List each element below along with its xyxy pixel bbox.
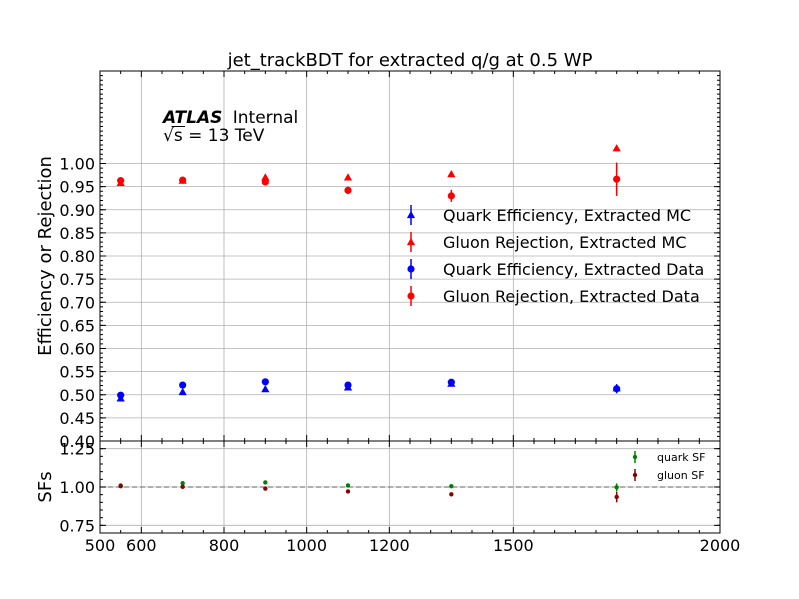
main-y-tick-label: 0.65 — [59, 316, 95, 335]
ratio-y-tick-labels: 0.75 1.00 1.25 — [59, 440, 95, 536]
main-series-point — [117, 177, 125, 185]
ratio-legend-label: gluon SF — [657, 469, 705, 482]
main-y-tick-label: 0.40 — [59, 432, 95, 451]
main-series-point — [178, 387, 187, 396]
main-y-tick-label: 0.60 — [59, 340, 95, 359]
ratio-y-tick-label: 0.75 — [59, 516, 95, 535]
ratio-legend-label: quark SF — [657, 451, 705, 464]
main-series-point — [344, 186, 352, 194]
ratio-y-tick-label: 1.00 — [59, 478, 95, 497]
legend-label: Gluon Rejection, Extracted MC — [443, 233, 687, 252]
main-series-point — [261, 378, 269, 386]
ratio-series-point — [449, 484, 454, 489]
main-y-tick-label: 0.75 — [59, 270, 95, 289]
ratio-legend-marker — [632, 454, 638, 460]
energy-prefix: √s = — [163, 126, 208, 146]
ratio-legend-marker — [632, 472, 638, 478]
ratio-series-point — [345, 489, 351, 494]
x-tick-label: 600 — [126, 536, 157, 555]
chart-title: jet_trackBDT for extracted q/g at 0.5 WP — [227, 50, 593, 71]
main-series-point — [447, 192, 455, 200]
main-y-tick-label: 0.55 — [59, 363, 95, 382]
main-y-tick-label: 0.70 — [59, 293, 95, 312]
main-axis-ticks — [99, 70, 721, 442]
ratio-axis-ticks — [99, 440, 721, 534]
main-y-tick-label: 0.95 — [59, 178, 95, 197]
x-tick-labels: 500 600 800 1000 1200 1500 2000 — [85, 536, 741, 555]
legend-marker — [407, 265, 415, 273]
ratio-series-point — [180, 484, 185, 490]
main-series-point — [447, 378, 455, 386]
ratio-series-point — [449, 492, 454, 497]
legend-marker — [406, 210, 416, 219]
x-tick-label: 500 — [85, 536, 116, 555]
main-series-point — [447, 169, 456, 178]
legend-label: Gluon Rejection, Extracted Data — [443, 287, 700, 306]
x-tick-label: 2000 — [700, 536, 741, 555]
main-y-tick-label: 0.85 — [59, 224, 95, 243]
ratio-y-axis-label: SFs — [35, 471, 56, 502]
ratio-series-point — [118, 484, 123, 489]
ratio-data-series — [118, 480, 619, 503]
main-series-point — [179, 176, 187, 184]
main-series-point — [261, 385, 270, 393]
legend-marker — [407, 292, 415, 300]
main-series-point — [613, 385, 621, 393]
main-series-point — [261, 178, 269, 186]
main-y-tick-label: 0.45 — [59, 409, 95, 428]
ratio-legend: quark SF gluon SF — [632, 451, 705, 482]
ratio-series-point — [180, 480, 185, 486]
main-series-point — [117, 391, 125, 399]
main-series-point — [343, 173, 353, 181]
main-y-tick-label: 0.80 — [59, 247, 95, 266]
main-y-tick-labels: 0.40 0.45 0.50 0.55 0.60 0.65 0.70 0.75 0.80 0.85… — [59, 155, 95, 452]
atlas-label: ATLAS Internal √s = 13 TeV — [161, 108, 298, 146]
main-y-tick-label: 1.00 — [59, 155, 95, 174]
main-y-axis-label: Efficiency or Rejection — [35, 156, 56, 356]
main-series-point — [613, 175, 621, 183]
main-y-tick-label: 0.90 — [59, 201, 95, 220]
main-legend: Quark Efficiency, Extracted MC Gluon Reje… — [406, 205, 704, 306]
main-series-point — [344, 381, 352, 389]
legend-label: Quark Efficiency, Extracted Data — [443, 260, 704, 279]
atlas-status-label: Internal — [233, 108, 299, 128]
ratio-series-point — [345, 483, 351, 488]
ratio-series-point — [263, 486, 268, 491]
main-data-series — [116, 144, 621, 402]
main-series-point — [612, 144, 621, 152]
main-y-tick-label: 0.50 — [59, 386, 95, 405]
ratio-panel: 0.75 1.00 1.25 500 600 800 1000 1200 1500 2000 S… — [35, 440, 740, 555]
ratio-series-point — [614, 485, 619, 490]
atlas-experiment-label: ATLAS — [161, 108, 222, 128]
ratio-y-tick-label: 1.25 — [59, 440, 95, 459]
svg-text:ATLAS Internal: ATLAS Internal — [161, 108, 298, 128]
ratio-series-point — [614, 494, 619, 500]
energy-label: 13 TeV — [208, 126, 265, 146]
x-tick-label: 1200 — [369, 536, 410, 555]
svg-text:√s = 13 TeV: √s = 13 TeV — [163, 126, 265, 146]
main-series-point — [261, 173, 270, 181]
ratio-series-point — [263, 480, 268, 485]
x-tick-label: 800 — [209, 536, 240, 555]
legend-marker — [406, 237, 416, 246]
x-tick-label: 1000 — [286, 536, 327, 555]
main-series-point — [179, 381, 187, 389]
legend-label: Quark Efficiency, Extracted MC — [443, 206, 691, 225]
x-tick-label: 1500 — [493, 536, 534, 555]
